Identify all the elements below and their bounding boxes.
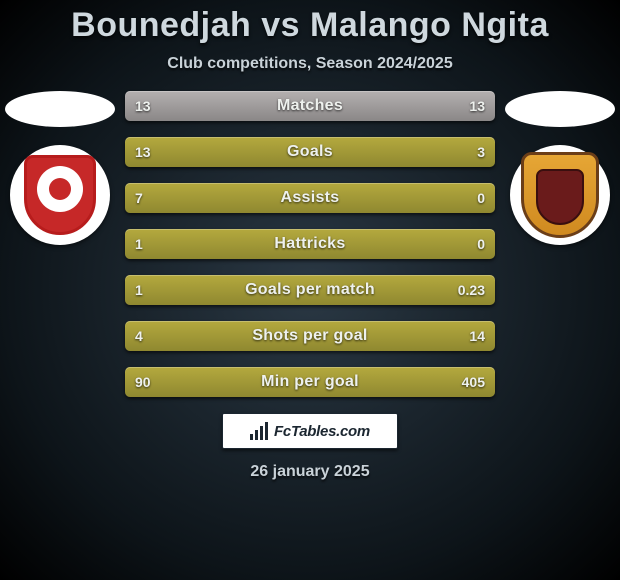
stat-value-left: 90: [135, 374, 151, 390]
stat-row: 13 Goals 3: [125, 137, 495, 167]
header: Bounedjah vs Malango Ngita Club competit…: [0, 0, 620, 73]
stat-row: 13 Matches 13: [125, 91, 495, 121]
brand-text: FcTables.com: [274, 423, 370, 440]
shield-icon: [24, 155, 96, 235]
stat-label: Hattricks: [274, 235, 345, 253]
page-subtitle: Club competitions, Season 2024/2025: [0, 55, 620, 73]
stat-value-right: 13: [469, 98, 485, 114]
stat-value-left: 13: [135, 98, 151, 114]
stats-table: 13Matches1313Goals37Assists01Hattricks01…: [125, 91, 495, 397]
player-left-column: [0, 91, 120, 245]
stat-value-right: 405: [462, 374, 485, 390]
stat-value-left: 13: [135, 144, 151, 160]
stat-row: 7 Assists 0: [125, 183, 495, 213]
stat-row: 4 Shots per goal 14: [125, 321, 495, 351]
stat-label: Assists: [280, 189, 339, 207]
stat-label: Matches: [277, 97, 343, 115]
stat-row: 90 Min per goal 405: [125, 367, 495, 397]
stat-value-left: 1: [135, 282, 143, 298]
bars-icon: [250, 422, 268, 440]
stat-value-right: 14: [469, 328, 485, 344]
player-silhouette-icon: [5, 91, 115, 127]
stat-label: Min per goal: [261, 373, 359, 391]
stat-value-right: 0: [477, 236, 485, 252]
stat-row: 1 Hattricks 0: [125, 229, 495, 259]
team-crest-right: [510, 145, 610, 245]
team-crest-left: [10, 145, 110, 245]
shield-icon: [521, 152, 599, 238]
page-title: Bounedjah vs Malango Ngita: [0, 6, 620, 45]
content: 13Matches1313Goals37Assists01Hattricks01…: [0, 91, 620, 397]
stat-value-right: 0: [477, 190, 485, 206]
stat-label: Shots per goal: [252, 327, 367, 345]
stat-value-right: 3: [477, 144, 485, 160]
player-silhouette-icon: [505, 91, 615, 127]
player-right-column: [500, 91, 620, 245]
stat-label: Goals: [287, 143, 333, 161]
stat-label: Goals per match: [245, 281, 375, 299]
stat-value-left: 7: [135, 190, 143, 206]
date-label: 26 january 2025: [0, 463, 620, 481]
stat-value-left: 1: [135, 236, 143, 252]
stat-value-right: 0.23: [458, 282, 485, 298]
brand-badge: FcTables.com: [222, 413, 398, 449]
stat-row: 1 Goals per match 0.23: [125, 275, 495, 305]
stat-value-left: 4: [135, 328, 143, 344]
